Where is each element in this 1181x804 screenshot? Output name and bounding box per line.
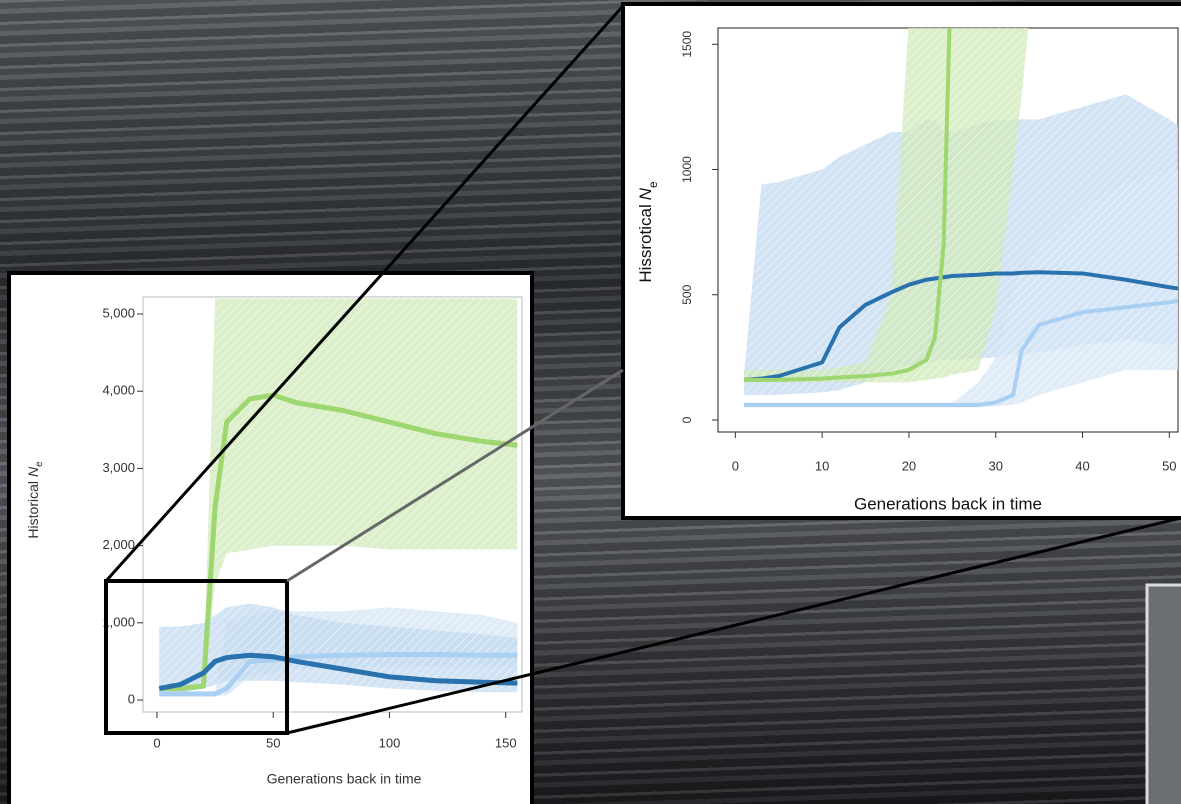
y-tick-label: 0 bbox=[128, 691, 135, 706]
y-axis-label-text: Hissrotical bbox=[636, 204, 655, 282]
side-panel bbox=[1147, 585, 1181, 804]
y-tick-label: 0 bbox=[680, 416, 694, 423]
y-tick-label: 1000 bbox=[680, 156, 694, 183]
y-tick-label: 4,000 bbox=[102, 383, 135, 398]
x-tick-label: 50 bbox=[1162, 458, 1176, 473]
y-tick-label: 3,000 bbox=[102, 460, 135, 475]
x-tick-label: 0 bbox=[732, 458, 739, 473]
x-tick-label: 150 bbox=[495, 735, 517, 750]
x-tick-label: 10 bbox=[815, 458, 829, 473]
x-tick-label: 50 bbox=[266, 735, 280, 750]
x-axis-label: Generations back in time bbox=[267, 771, 422, 787]
y-axis-label-sub: e bbox=[646, 181, 660, 188]
x-tick-label: 20 bbox=[902, 458, 916, 473]
y-axis-label-sub: e bbox=[34, 461, 45, 467]
x-tick-label: 30 bbox=[989, 458, 1003, 473]
x-tick-label: 40 bbox=[1075, 458, 1089, 473]
x-tick-label: 100 bbox=[379, 735, 401, 750]
y-tick-label: 1500 bbox=[680, 31, 694, 58]
y-axis-label-var: N bbox=[636, 187, 655, 200]
x-tick-label: 0 bbox=[153, 735, 160, 750]
x-axis-label: Generations back in time bbox=[854, 494, 1042, 513]
figure: 01,0002,0003,0004,0005,000050100150Gener… bbox=[0, 0, 1181, 804]
y-tick-label: 5,000 bbox=[102, 305, 135, 320]
y-tick-label: 2,000 bbox=[102, 537, 135, 552]
y-tick-label: 500 bbox=[680, 284, 694, 304]
y-axis-label-text: Historical bbox=[25, 481, 41, 539]
